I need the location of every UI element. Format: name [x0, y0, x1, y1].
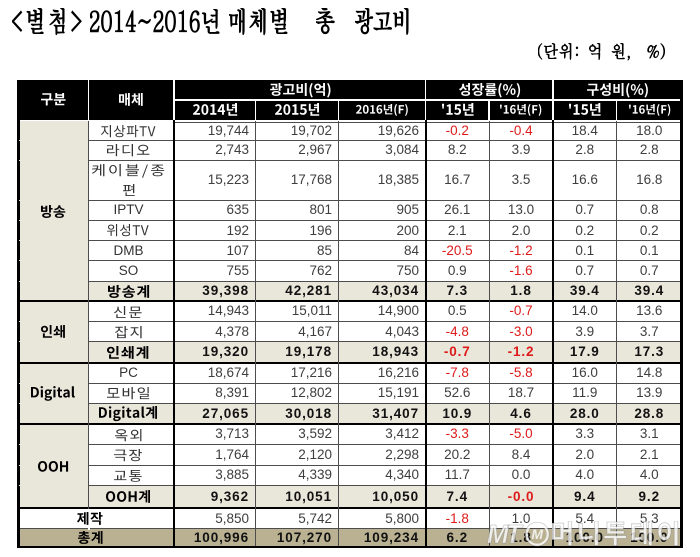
svg-text:M: M — [531, 526, 543, 542]
